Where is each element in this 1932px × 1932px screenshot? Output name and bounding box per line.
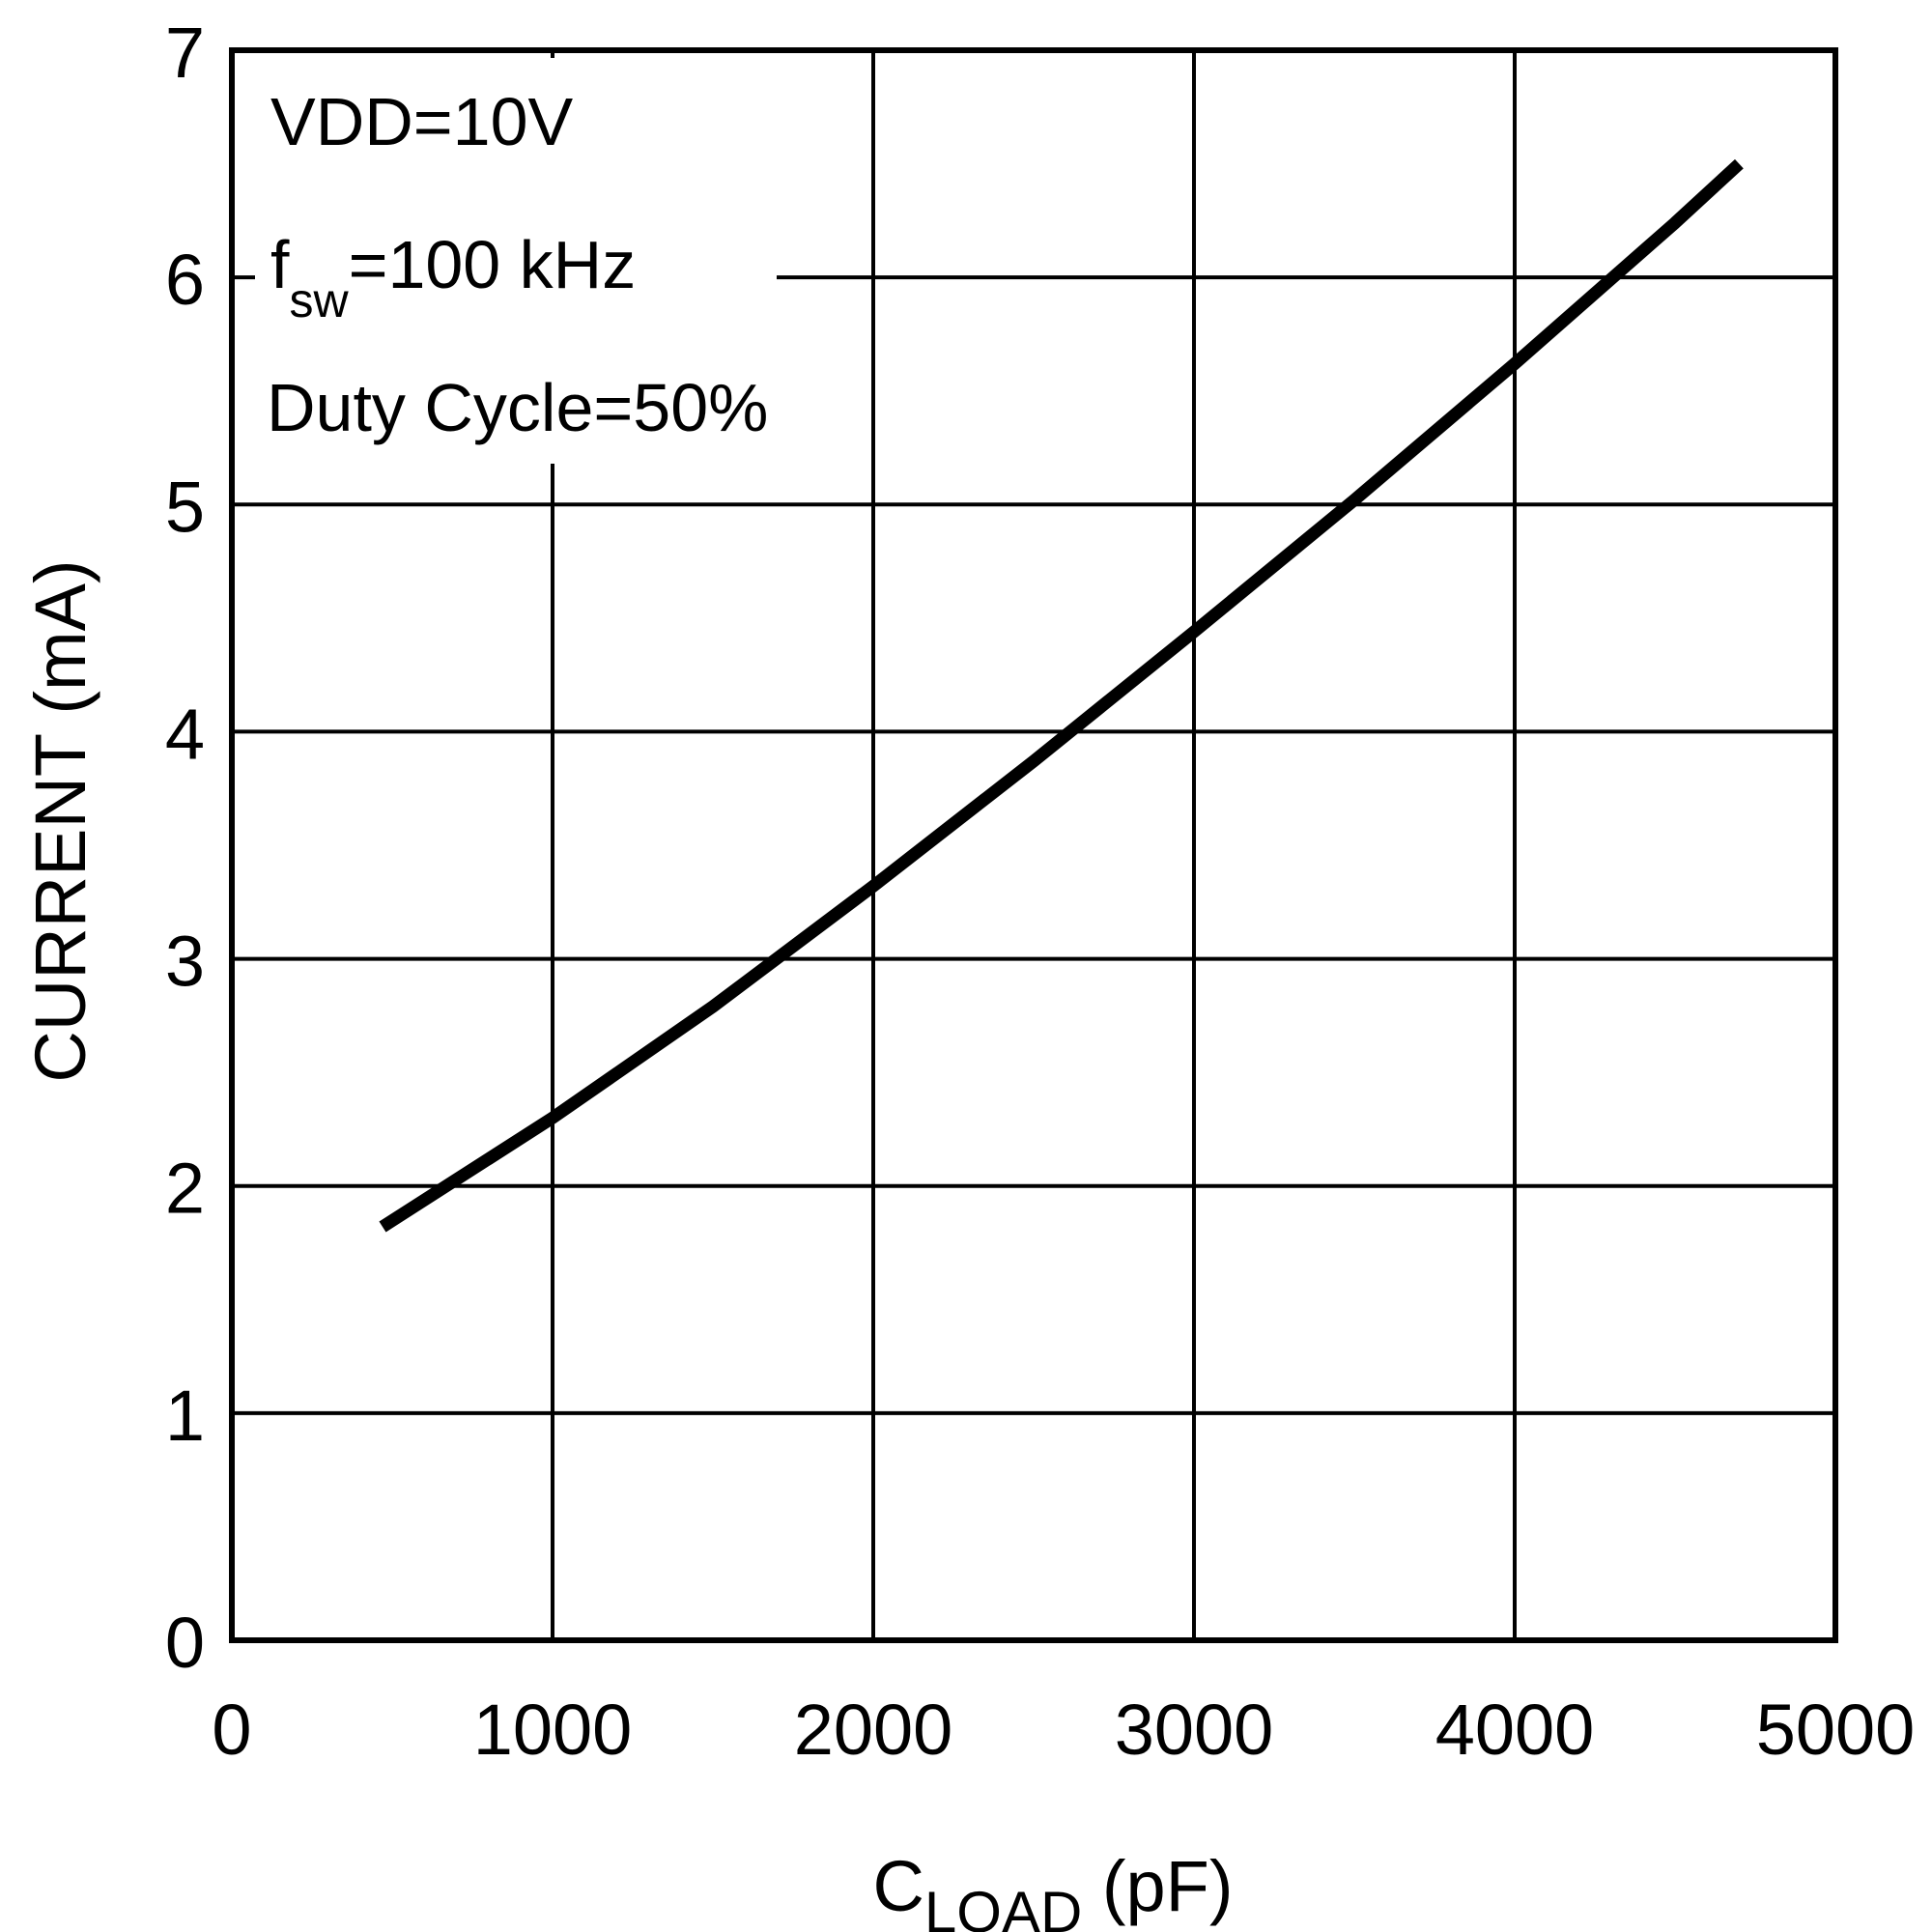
x-tick-label: 3000 <box>1115 1690 1274 1770</box>
annotation-fsw-symbol: f <box>270 227 290 302</box>
x-tick-labels: 0 1000 2000 3000 4000 5000 <box>212 1690 1915 1770</box>
x-axis-title-unit: (pF) <box>1082 1846 1233 1926</box>
y-tick-label: 5 <box>165 467 205 547</box>
y-tick-labels: 0 1 2 3 4 5 6 7 <box>165 13 205 1683</box>
y-axis-title: CURRENT (mA) <box>20 559 100 1082</box>
x-tick-label: 2000 <box>794 1690 953 1770</box>
y-tick-label: 0 <box>165 1603 205 1683</box>
y-tick-label: 6 <box>165 240 205 320</box>
plot-frame <box>229 47 1838 1643</box>
y-tick-label: 2 <box>165 1149 205 1229</box>
annotation-fsw-subscript: sw <box>289 273 349 327</box>
annotation-box: VDD=10V fsw=100 kHz Duty Cycle=50% <box>255 58 777 464</box>
annotation-fsw-value: =100 kHz <box>349 227 637 302</box>
y-tick-label: 7 <box>165 13 205 93</box>
x-tick-label: 0 <box>212 1690 251 1770</box>
x-axis-title: CLOAD (pF) <box>872 1846 1233 1932</box>
grid-lines <box>232 50 1835 1640</box>
x-tick-label: 1000 <box>473 1690 633 1770</box>
series-line-0 <box>379 158 1744 1233</box>
y-tick-label: 1 <box>165 1376 205 1456</box>
annotation-background <box>255 58 777 464</box>
series-layer <box>379 158 1744 1233</box>
y-tick-label: 3 <box>165 922 205 1002</box>
x-axis-title-subscript: LOAD <box>924 1880 1082 1932</box>
annotation-duty-cycle: Duty Cycle=50% <box>267 370 768 445</box>
x-axis-title-symbol: C <box>872 1846 923 1926</box>
x-tick-label: 4000 <box>1435 1690 1595 1770</box>
x-tick-label: 5000 <box>1756 1690 1916 1770</box>
annotation-fsw: fsw=100 kHz <box>270 227 636 327</box>
annotation-vdd: VDD=10V <box>270 84 574 159</box>
y-tick-label: 4 <box>165 694 205 774</box>
